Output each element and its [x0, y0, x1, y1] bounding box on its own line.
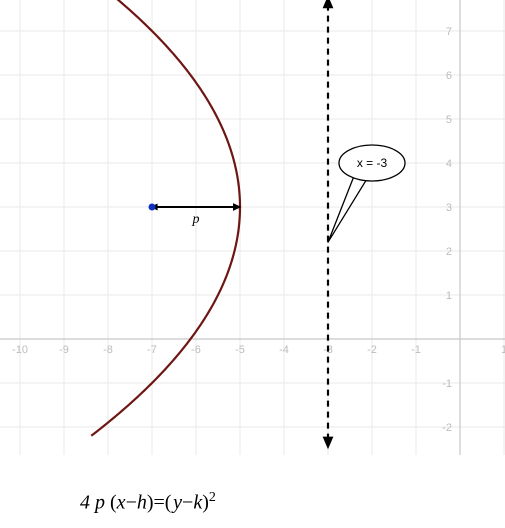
- eq-x: x: [117, 492, 126, 514]
- svg-text:-2: -2: [367, 344, 377, 356]
- svg-text:5: 5: [446, 114, 452, 126]
- svg-text:-9: -9: [59, 344, 69, 356]
- equation: 4 p (x−h)=( y−k)2: [80, 490, 216, 515]
- eq-k: k: [193, 492, 202, 514]
- eq-coef: 4: [80, 492, 90, 514]
- eq-exp: 2: [209, 490, 216, 505]
- svg-text:-2: -2: [442, 422, 452, 434]
- callout-text: x = -3: [357, 156, 388, 170]
- svg-text:-5: -5: [235, 344, 245, 356]
- p-label: p: [192, 212, 200, 227]
- svg-text:-1: -1: [442, 378, 452, 390]
- focus-point: [149, 204, 156, 211]
- svg-text:-1: -1: [411, 344, 421, 356]
- eq-y: y: [173, 492, 182, 514]
- svg-text:-10: -10: [12, 344, 28, 356]
- svg-text:3: 3: [446, 202, 452, 214]
- chart-container: -10-9-8-7-6-5-4-3-2-11-2-11234567px = -3…: [0, 0, 505, 528]
- svg-text:1: 1: [446, 290, 452, 302]
- eq-h: h: [137, 492, 147, 514]
- svg-text:7: 7: [446, 26, 452, 38]
- eq-p: p: [95, 492, 105, 514]
- svg-text:4: 4: [446, 158, 452, 170]
- svg-text:6: 6: [446, 70, 452, 82]
- svg-text:-8: -8: [103, 344, 113, 356]
- svg-text:-7: -7: [147, 344, 157, 356]
- svg-text:2: 2: [446, 246, 452, 258]
- svg-text:1: 1: [501, 344, 505, 356]
- svg-text:-6: -6: [191, 344, 201, 356]
- svg-text:-4: -4: [279, 344, 289, 356]
- plot-svg: -10-9-8-7-6-5-4-3-2-11-2-11234567px = -3: [0, 0, 505, 455]
